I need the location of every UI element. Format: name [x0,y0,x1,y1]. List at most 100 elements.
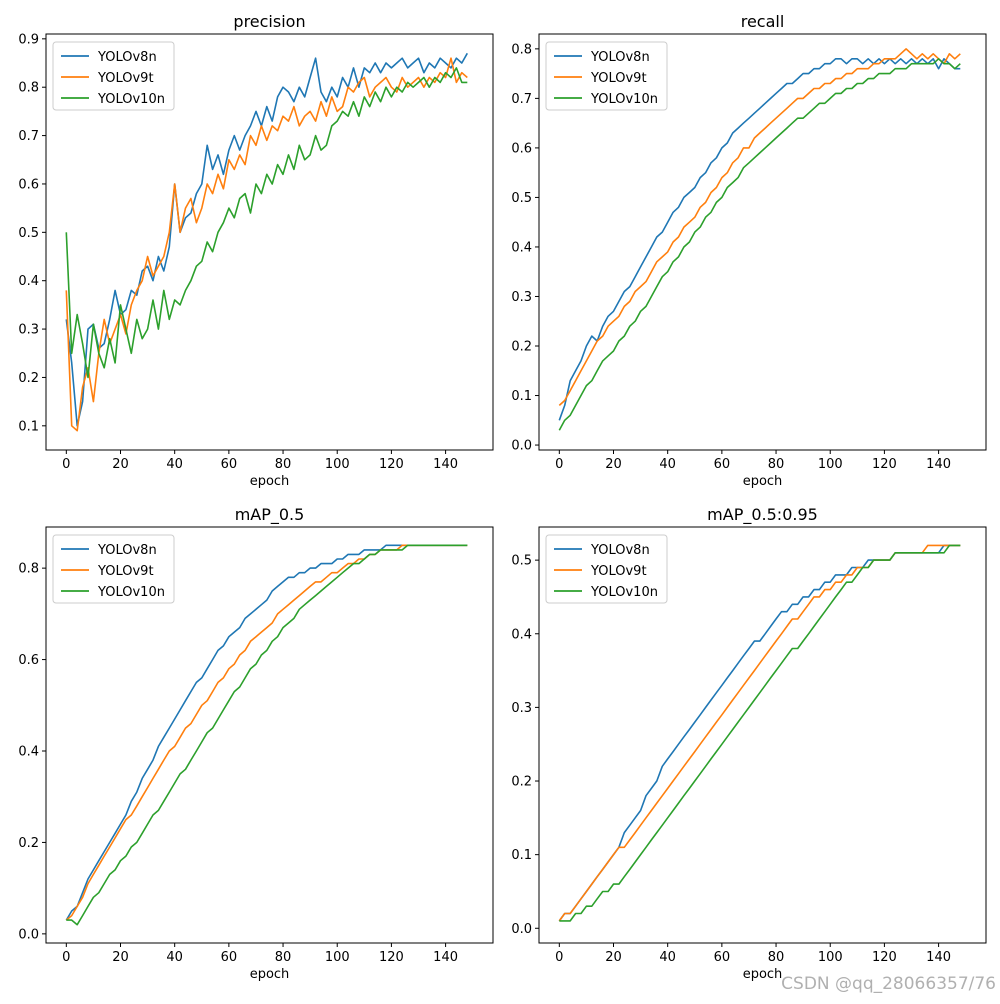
y-tick-label: 0.7 [18,129,39,144]
series-line-yolov8n [558,57,961,421]
legend-label: YOLOv8n [590,543,650,558]
plot-frame [538,526,987,944]
x-tick-label: 100 [818,457,843,472]
subplot-3: mAP_0.5 0 20 40 60 80 100 120 140 0.0 0.2 0.4 0.6 0.8… [18,505,494,982]
series-line-yolov9t [65,544,468,921]
y-tick-label: 0.4 [511,627,532,642]
series-line-yolov9t [558,48,961,406]
y-tick-label: 0.5 [511,191,532,206]
legend: YOLOv8n YOLOv9t YOLOv10n [52,534,175,604]
y-tick-label: 0.1 [511,848,532,863]
plot-frame [538,33,987,451]
y-tick-label: 0.4 [18,745,39,760]
series-line-yolov8n [65,52,468,427]
legend-label: YOLOv9t [590,71,647,86]
x-tick-label: 40 [166,950,183,965]
legend-label: YOLOv10n [97,585,165,600]
y-tick-label: 0.4 [18,274,39,289]
series-line-yolov10n [66,544,468,926]
legend-label: YOLOv8n [97,50,157,65]
legend: YOLOv8n YOLOv9t YOLOv10n [545,534,668,604]
x-tick-label: 140 [433,457,458,472]
x-tick-label: 20 [605,950,622,965]
legend-label: YOLOv10n [97,92,165,107]
legend: YOLOv8n YOLOv9t YOLOv10n [545,41,668,111]
series-line-yolov10n [65,67,468,379]
plot-frame [45,526,494,944]
y-tick-label: 0.2 [18,371,39,386]
x-tick-label: 140 [926,457,951,472]
legend-label: YOLOv9t [97,71,154,86]
x-tick-label: 100 [818,950,843,965]
x-tick-label: 40 [166,457,183,472]
y-tick-label: 0.7 [511,92,532,107]
plot-title: mAP_0.5 [235,505,305,525]
legend-box [52,41,175,111]
y-tick-label: 0.3 [511,701,532,716]
plot-title: precision [233,12,305,31]
y-tick-label: 0.5 [511,554,532,569]
x-tick-label: 80 [768,950,785,965]
x-axis-label: epoch [743,967,783,982]
plot-frame [45,33,494,451]
y-tick-label: 0.9 [18,32,39,47]
x-tick-label: 0 [555,950,563,965]
x-tick-label: 0 [62,950,70,965]
watermark: CSDN @qq_28066357/76 [781,974,996,994]
legend-box [545,41,668,111]
legend-label: YOLOv9t [97,564,154,579]
x-tick-label: 80 [275,457,292,472]
x-tick-label: 120 [379,950,404,965]
legend-label: YOLOv10n [590,585,658,600]
x-tick-label: 140 [433,950,458,965]
subplot-4: mAP_0.5:0.95 0 20 40 60 80 100 120 140 0.0 0.1 0.2 0… [511,505,987,982]
x-tick-label: 20 [112,950,129,965]
y-tick-label: 0.6 [18,653,39,668]
legend-label: YOLOv8n [590,50,650,65]
y-tick-label: 0.4 [511,240,532,255]
subplot-2: recall 0 20 40 60 80 100 120 140 0.0 0.1 0.2 0.3 0.4 0… [511,12,987,489]
plot-title: mAP_0.5:0.95 [707,505,818,525]
x-tick-label: 60 [714,457,731,472]
series-line-yolov10n [558,57,961,431]
x-tick-label: 40 [659,457,676,472]
x-tick-label: 100 [325,457,350,472]
series-line-yolov9t [65,57,468,432]
x-tick-label: 60 [221,457,238,472]
plot-title: recall [741,12,785,31]
x-tick-label: 120 [872,950,897,965]
x-tick-label: 120 [379,457,404,472]
series-line-yolov8n [65,544,468,921]
y-tick-label: 0.0 [511,439,532,454]
y-tick-label: 0.2 [511,775,532,790]
subplot-1: precision 0 20 40 60 80 100 120 140 0.1 0.2 0.3 0.4 0… [18,12,494,489]
x-tick-label: 80 [768,457,785,472]
x-tick-label: 20 [112,457,129,472]
x-tick-label: 0 [555,457,563,472]
legend-label: YOLOv9t [590,564,647,579]
x-tick-label: 120 [872,457,897,472]
y-tick-label: 0.2 [18,836,39,851]
y-tick-label: 0.0 [18,927,39,942]
y-tick-label: 0.1 [18,419,39,434]
x-tick-label: 80 [275,950,292,965]
x-axis-label: epoch [250,967,290,982]
x-tick-label: 0 [62,457,70,472]
y-tick-label: 0.8 [511,42,532,57]
series-line-yolov10n [559,544,961,922]
y-tick-label: 0.6 [511,141,532,156]
y-tick-label: 0.0 [511,922,532,937]
legend-label: YOLOv8n [97,543,157,558]
x-tick-label: 20 [605,457,622,472]
legend-box [52,534,175,604]
y-tick-label: 0.1 [511,389,532,404]
y-tick-label: 0.6 [18,177,39,192]
x-tick-label: 100 [325,950,350,965]
x-tick-label: 140 [926,950,951,965]
y-tick-label: 0.3 [511,290,532,305]
x-tick-label: 40 [659,950,676,965]
legend: YOLOv8n YOLOv9t YOLOv10n [52,41,175,111]
x-axis-label: epoch [743,474,783,489]
